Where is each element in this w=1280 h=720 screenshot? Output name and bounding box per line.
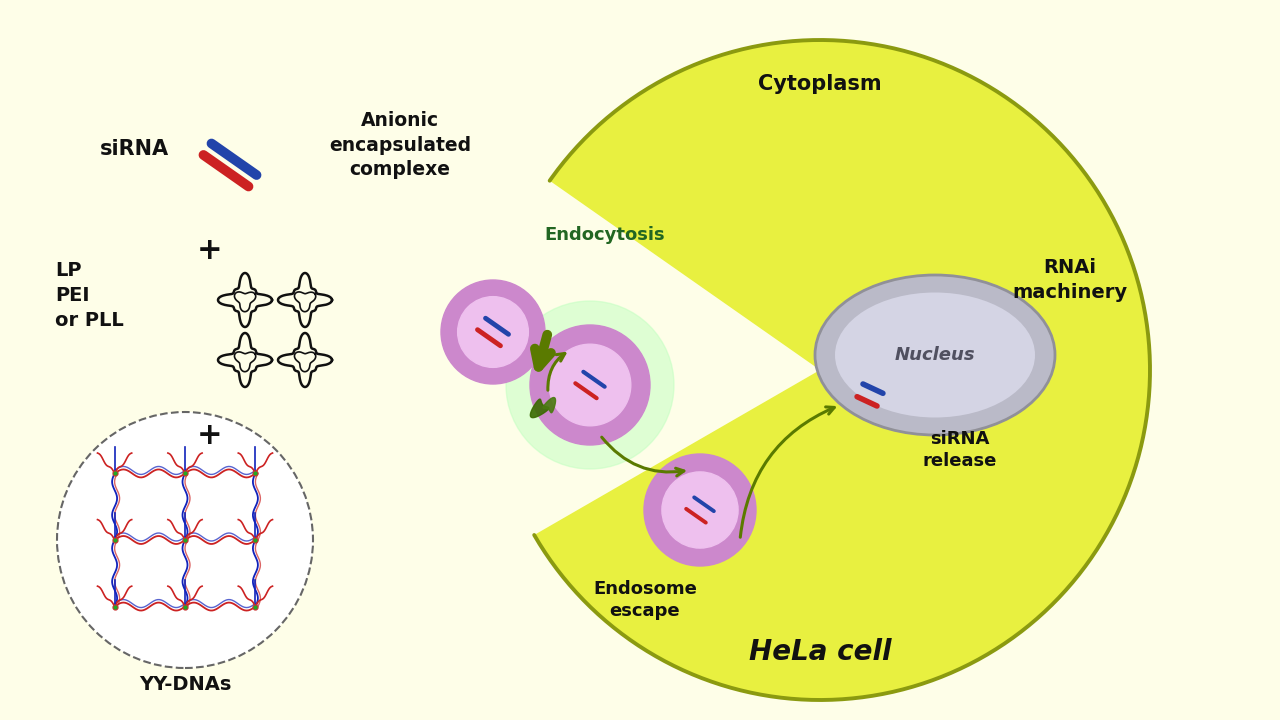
Circle shape (506, 301, 675, 469)
Text: Nucleus: Nucleus (895, 346, 975, 364)
Text: siRNA
release: siRNA release (923, 430, 997, 470)
Circle shape (662, 472, 739, 548)
Circle shape (442, 280, 545, 384)
Text: +: + (197, 420, 223, 449)
Wedge shape (480, 175, 820, 540)
Polygon shape (530, 399, 549, 418)
Text: siRNA: siRNA (100, 139, 169, 159)
Ellipse shape (815, 275, 1055, 435)
Text: Endocytosis: Endocytosis (545, 226, 666, 244)
Text: +: + (197, 235, 223, 264)
Text: RNAi
machinery: RNAi machinery (1012, 258, 1128, 302)
Text: Anionic
encapsulated
complexe: Anionic encapsulated complexe (329, 112, 471, 179)
Text: YY-DNAs: YY-DNAs (138, 675, 232, 694)
Circle shape (458, 297, 529, 367)
Polygon shape (543, 397, 556, 413)
Circle shape (490, 40, 1149, 700)
Text: HeLa cell: HeLa cell (749, 638, 891, 666)
Circle shape (530, 325, 650, 445)
Text: Endosome
escape: Endosome escape (593, 580, 696, 620)
Text: LP
PEI
or PLL: LP PEI or PLL (55, 261, 124, 330)
Circle shape (644, 454, 756, 566)
Circle shape (58, 412, 314, 668)
Ellipse shape (835, 292, 1036, 418)
Text: Cytoplasm: Cytoplasm (758, 74, 882, 94)
Circle shape (549, 344, 631, 426)
